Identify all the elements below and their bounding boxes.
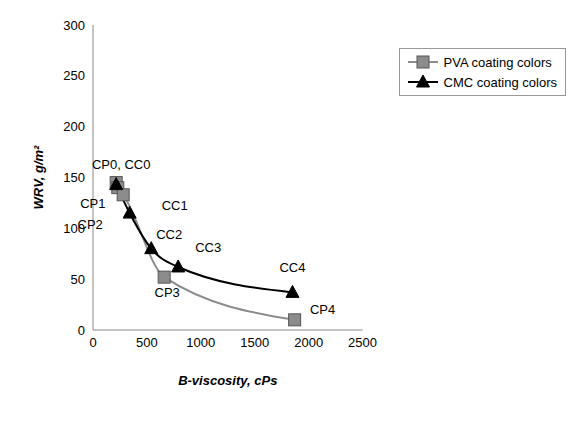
svg-text:CP2: CP2 (77, 216, 103, 232)
svg-text:1000: 1000 (186, 335, 215, 350)
svg-text:CP4: CP4 (310, 302, 335, 317)
svg-text:100: 100 (63, 221, 85, 236)
svg-text:500: 500 (136, 335, 158, 350)
svg-text:CP0, CC0: CP0, CC0 (92, 157, 151, 172)
svg-text:CP1: CP1 (80, 196, 105, 211)
svg-text:2000: 2000 (294, 335, 323, 350)
svg-text:B-viscosity, cPs: B-viscosity, cPs (178, 373, 277, 388)
svg-text:0: 0 (89, 335, 96, 350)
svg-text:CC2: CC2 (156, 227, 182, 242)
svg-text:CC1: CC1 (162, 198, 188, 213)
svg-text:150: 150 (63, 170, 85, 185)
svg-text:WRV, g/m²: WRV, g/m² (31, 145, 46, 209)
svg-text:2500: 2500 (348, 335, 377, 350)
svg-text:CC4: CC4 (279, 260, 305, 275)
svg-text:50: 50 (71, 272, 85, 287)
svg-text:0: 0 (78, 323, 85, 338)
html-text:PVA coating colors: PVA coating colors (443, 54, 552, 70)
svg-text:250: 250 (63, 68, 85, 83)
svg-text:300: 300 (63, 18, 85, 33)
svg-text:200: 200 (63, 119, 85, 134)
svg-text:1500: 1500 (240, 335, 269, 350)
html-text:CMC coating colors: CMC coating colors (443, 74, 557, 90)
svg-text:CP3: CP3 (155, 285, 180, 300)
svg-text:CC3: CC3 (195, 240, 221, 255)
